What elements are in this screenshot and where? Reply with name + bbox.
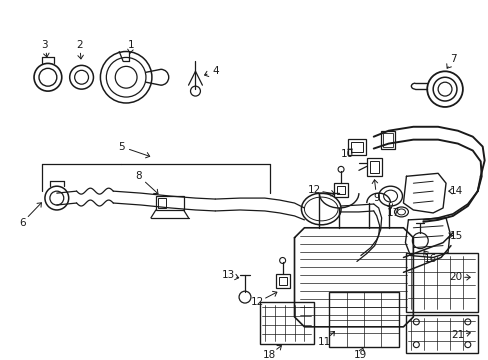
Bar (406, 315, 477, 352)
Bar (259, 302, 314, 344)
Bar (350, 141, 362, 152)
Text: 10: 10 (340, 149, 353, 158)
Bar (369, 161, 378, 173)
Bar (156, 196, 183, 210)
Text: 21: 21 (450, 330, 464, 340)
Bar (275, 274, 289, 288)
Text: 16: 16 (423, 255, 436, 265)
Bar (328, 292, 398, 347)
Bar (406, 253, 477, 312)
Text: 14: 14 (448, 186, 462, 196)
Text: 20: 20 (448, 272, 462, 282)
Circle shape (412, 342, 418, 348)
Text: 6: 6 (19, 218, 25, 228)
Text: 7: 7 (449, 54, 455, 64)
Text: 17: 17 (386, 208, 399, 218)
Circle shape (412, 319, 418, 325)
Bar (382, 133, 392, 147)
Bar (333, 183, 347, 197)
Text: 2: 2 (76, 40, 83, 50)
Bar (380, 131, 394, 149)
Bar (336, 186, 345, 194)
Circle shape (464, 319, 470, 325)
Bar (366, 158, 381, 176)
Bar (278, 277, 286, 285)
Text: 19: 19 (353, 350, 367, 360)
Text: 1: 1 (127, 40, 134, 50)
Circle shape (464, 342, 470, 348)
Text: 15: 15 (448, 231, 462, 241)
Bar (158, 198, 165, 208)
Text: 5: 5 (118, 141, 124, 152)
Text: 12: 12 (251, 297, 264, 307)
Text: 9: 9 (373, 193, 379, 203)
Text: 13: 13 (221, 270, 234, 280)
Text: 18: 18 (263, 350, 276, 360)
Text: 8: 8 (136, 171, 142, 181)
Text: 12: 12 (307, 185, 320, 195)
Text: 3: 3 (41, 40, 48, 50)
Bar (347, 139, 365, 154)
Text: 4: 4 (211, 66, 218, 76)
Text: 11: 11 (317, 337, 330, 347)
